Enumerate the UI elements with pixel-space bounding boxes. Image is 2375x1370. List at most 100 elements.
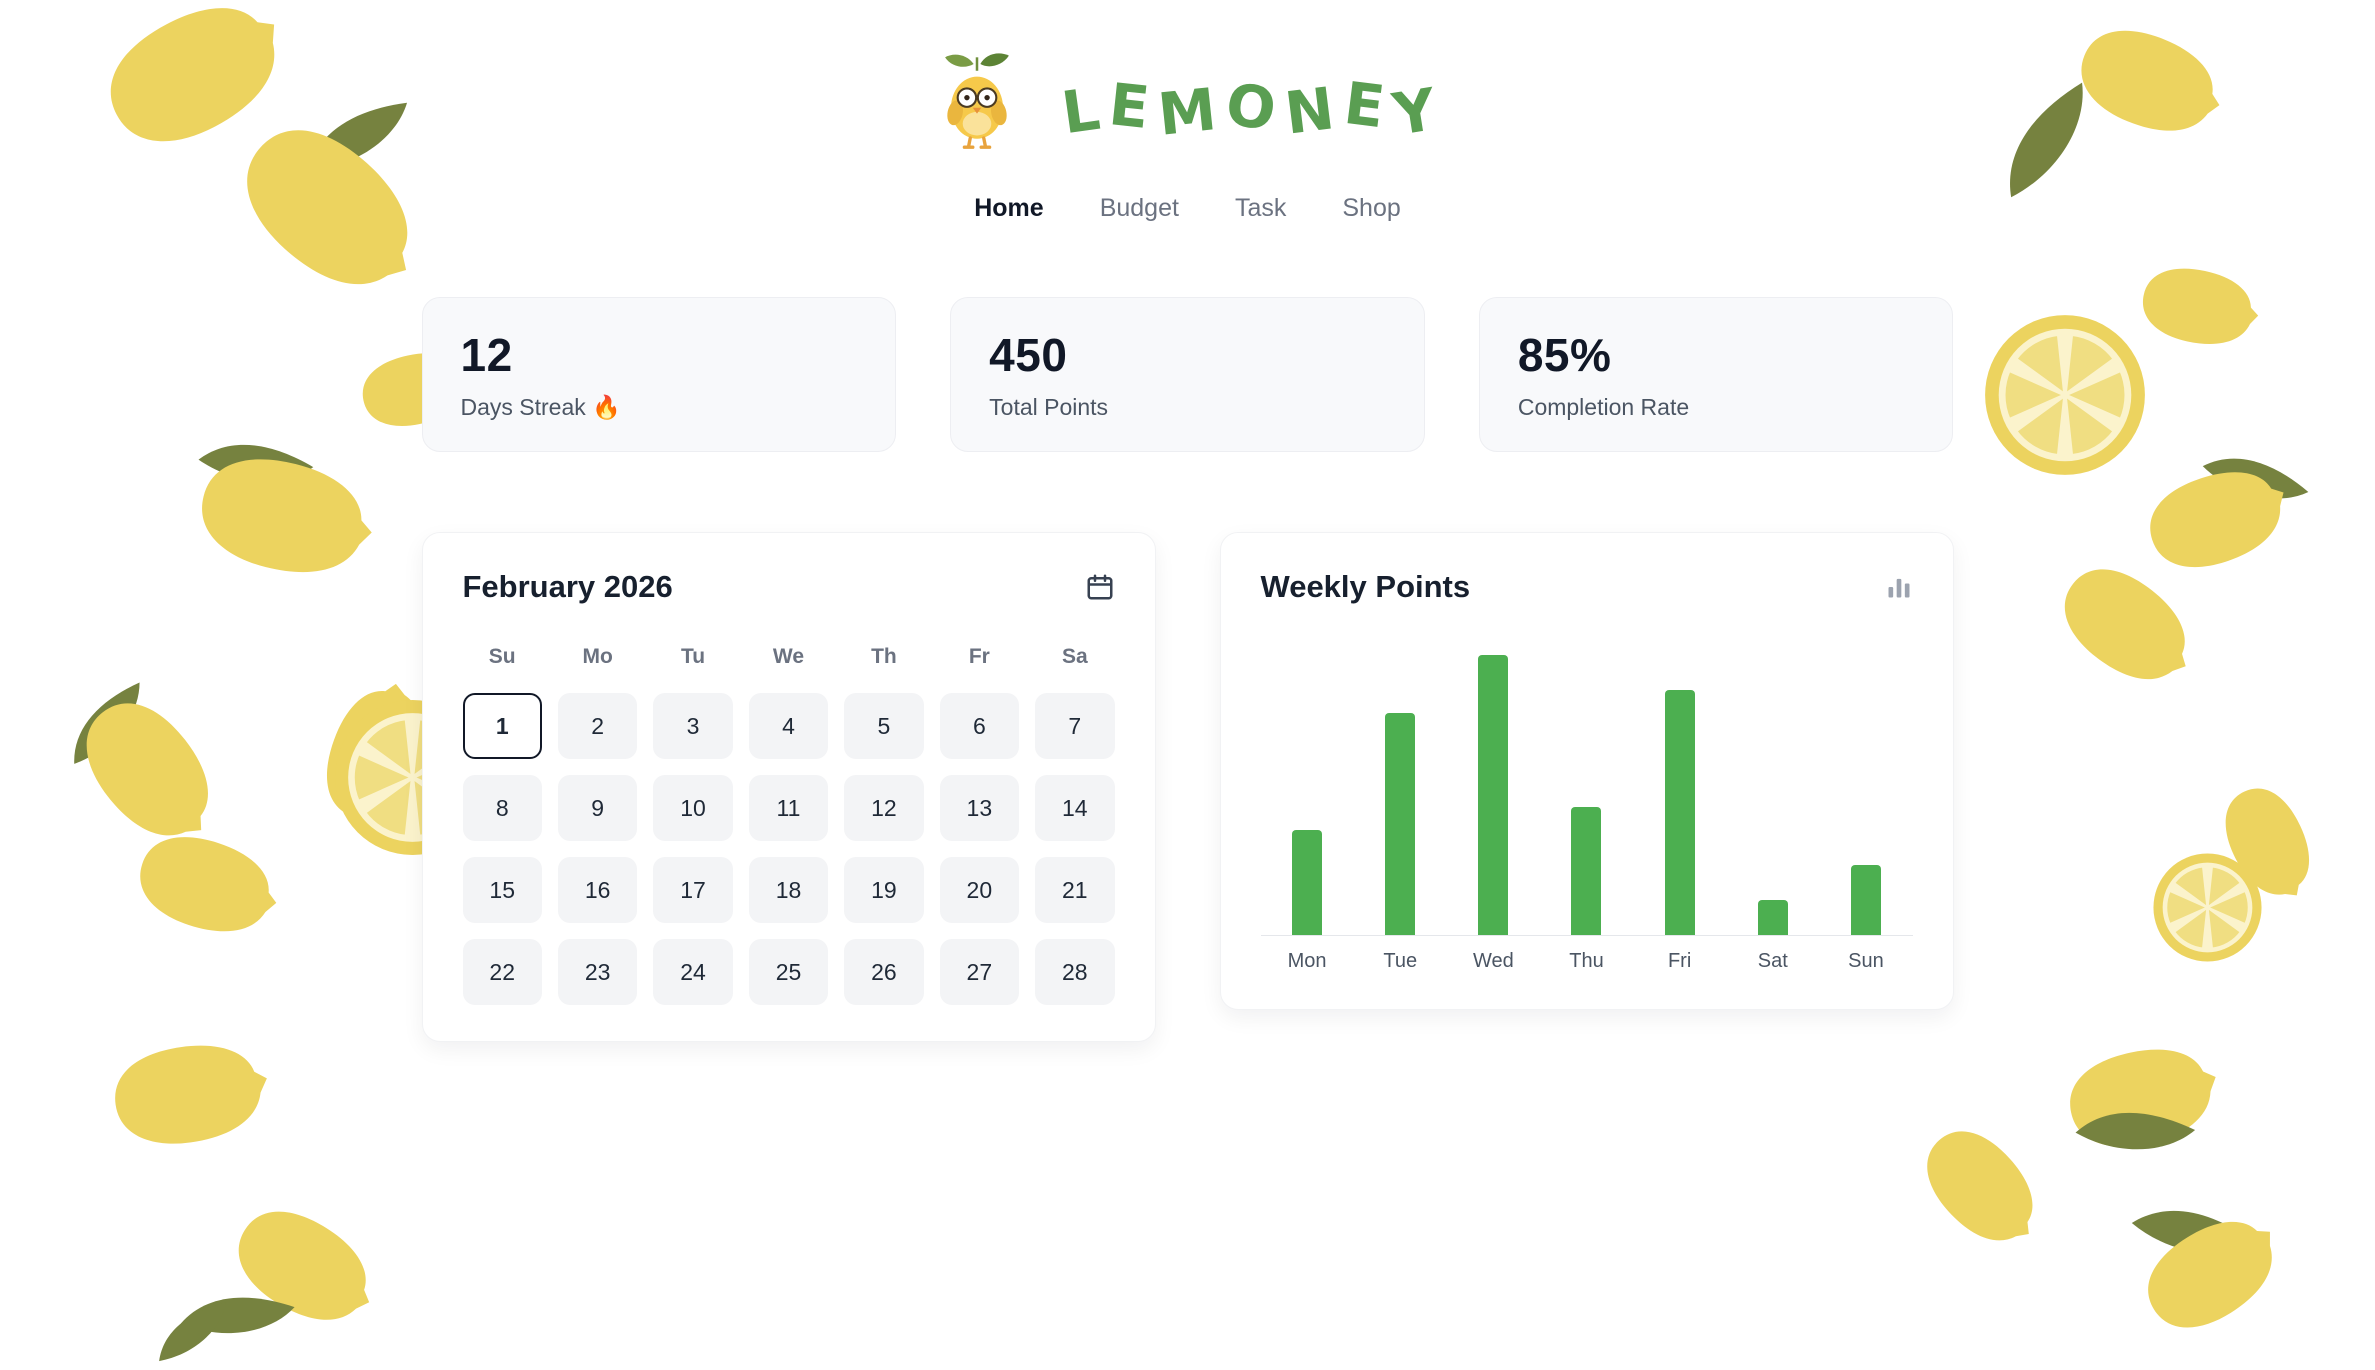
bar-thu bbox=[1571, 807, 1602, 935]
calendar-day-16[interactable]: 16 bbox=[557, 857, 638, 923]
weekday-header: Mo bbox=[582, 645, 613, 668]
calendar-card-header: February 2026 bbox=[463, 569, 1115, 605]
calendar-day-13[interactable]: 13 bbox=[939, 775, 1020, 841]
chart-card-header: Weekly Points bbox=[1261, 569, 1913, 605]
calendar-day-12[interactable]: 12 bbox=[844, 775, 924, 841]
calendar-day-25[interactable]: 25 bbox=[748, 939, 829, 1005]
calendar-day-1[interactable]: 1 bbox=[462, 693, 542, 759]
calendar-day-11[interactable]: 11 bbox=[748, 775, 829, 841]
bar-chart-icon bbox=[1885, 573, 1913, 601]
bar-label: Sat bbox=[1757, 950, 1788, 972]
brand-letter: O bbox=[1221, 69, 1280, 145]
bar-column bbox=[1261, 830, 1354, 935]
nav-item-shop[interactable]: Shop bbox=[1342, 194, 1401, 222]
calendar-card: February 2026 Su Mo Tu We Th Fr Sa 1 2 3 4 5 6 7 8 9 10… bbox=[421, 532, 1156, 1042]
calendar-day-9[interactable]: 9 bbox=[557, 775, 638, 841]
bar-column bbox=[1726, 900, 1819, 935]
stat-value: 85% bbox=[1517, 329, 1612, 381]
calendar-day-3[interactable]: 3 bbox=[653, 693, 733, 759]
bar-label: Fri bbox=[1667, 950, 1692, 972]
nav-item-budget[interactable]: Budget bbox=[1099, 194, 1179, 222]
bar-sun bbox=[1850, 865, 1881, 935]
leaf-illustration bbox=[51, 674, 165, 774]
calendar-icon bbox=[1085, 572, 1115, 602]
lemon-illustration bbox=[206, 89, 449, 326]
calendar-day-19[interactable]: 19 bbox=[844, 857, 924, 923]
calendar-day-24[interactable]: 24 bbox=[653, 939, 733, 1005]
leaf-illustration bbox=[2195, 431, 2315, 529]
lemon-illustration bbox=[2203, 767, 2331, 915]
bar-column bbox=[1819, 865, 1912, 935]
bar-fri bbox=[1664, 690, 1695, 935]
calendar-day-21[interactable]: 21 bbox=[1035, 857, 1115, 923]
leaf-illustration bbox=[177, 1282, 298, 1350]
lemon-slice-illustration bbox=[2150, 850, 2265, 965]
calendar-day-22[interactable]: 22 bbox=[462, 939, 542, 1005]
lemon-illustration bbox=[2035, 539, 2214, 709]
lemon-illustration bbox=[118, 814, 291, 955]
leaf-illustration bbox=[144, 1295, 243, 1370]
weekday-header: Sa bbox=[1061, 645, 1088, 668]
main-panels: February 2026 Su Mo Tu We Th Fr Sa 1 2 3 4 5 6 7 8 9 10… bbox=[421, 532, 1954, 1042]
calendar-day-17[interactable]: 17 bbox=[653, 857, 733, 923]
weekly-points-chart bbox=[1260, 643, 1913, 936]
calendar-day-28[interactable]: 28 bbox=[1035, 939, 1115, 1005]
lemon-slice-illustration bbox=[1980, 310, 2150, 480]
leaf-illustration bbox=[292, 93, 423, 182]
calendar-day-4[interactable]: 4 bbox=[748, 693, 829, 759]
lemon-illustration bbox=[178, 434, 387, 597]
stat-card: 12 Days Streak 🔥 bbox=[421, 297, 897, 452]
calendar-day-6[interactable]: 6 bbox=[939, 693, 1020, 759]
bar-label: Mon bbox=[1287, 950, 1327, 972]
weekday-header: We bbox=[772, 645, 805, 668]
calendar-day-27[interactable]: 27 bbox=[939, 939, 1020, 1005]
brand-letter: Y bbox=[1388, 75, 1441, 149]
stat-value: 450 bbox=[989, 329, 1068, 381]
calendar-day-5[interactable]: 5 bbox=[844, 693, 924, 759]
bar-label: Tue bbox=[1383, 950, 1418, 972]
brand-letter: L bbox=[1057, 74, 1104, 148]
weekday-header: Tu bbox=[681, 645, 706, 668]
bar-sat bbox=[1757, 900, 1788, 935]
brand-letter: E bbox=[1340, 68, 1388, 142]
stat-label: Total Points bbox=[989, 394, 1109, 420]
calendar-day-14[interactable]: 14 bbox=[1035, 775, 1115, 841]
brand-letter: M bbox=[1155, 75, 1220, 149]
weekday-header: Su bbox=[488, 645, 516, 668]
calendar-day-15[interactable]: 15 bbox=[462, 857, 542, 923]
stat-value: 12 bbox=[460, 329, 513, 381]
calendar-day-grid: 1 2 3 4 5 6 7 8 9 10 11 12 13 14 15 16 17 18 19 20 21 22 23 24 2… bbox=[462, 693, 1115, 1005]
lemon-illustration bbox=[2128, 449, 2301, 590]
lemon-illustration bbox=[210, 1182, 395, 1351]
calendar-day-20[interactable]: 20 bbox=[939, 857, 1020, 923]
lemon-illustration bbox=[54, 671, 241, 868]
calendar-day-2[interactable]: 2 bbox=[557, 693, 638, 759]
weekday-header: Th bbox=[871, 645, 897, 668]
lemoney-mascot-logo bbox=[935, 50, 1019, 152]
brand-letter: E bbox=[1105, 70, 1152, 142]
leaf-illustration bbox=[1977, 73, 2119, 209]
calendar-day-26[interactable]: 26 bbox=[844, 939, 924, 1005]
bar-label: Wed bbox=[1472, 950, 1514, 972]
calendar-day-23[interactable]: 23 bbox=[557, 939, 638, 1005]
nav-item-task[interactable]: Task bbox=[1234, 194, 1287, 222]
lemon-illustration bbox=[2120, 1193, 2300, 1356]
stat-label: Days Streak 🔥 bbox=[460, 394, 621, 420]
stat-card: 450 Total Points bbox=[950, 297, 1425, 452]
lemon-illustration bbox=[2057, 5, 2239, 158]
bar-label: Thu bbox=[1569, 950, 1604, 972]
lemon-illustration bbox=[76, 0, 309, 177]
bar-column bbox=[1447, 655, 1540, 935]
chart-title: Weekly Points bbox=[1260, 569, 1471, 604]
brand-letter: N bbox=[1281, 74, 1338, 148]
calendar-day-8[interactable]: 8 bbox=[462, 775, 542, 841]
calendar-day-18[interactable]: 18 bbox=[748, 857, 829, 923]
calendar-day-7[interactable]: 7 bbox=[1035, 693, 1115, 759]
leaf-illustration bbox=[2070, 1090, 2200, 1174]
lemon-illustration bbox=[1899, 1103, 2061, 1269]
bar-label: Sun bbox=[1848, 950, 1884, 972]
calendar-title: February 2026 bbox=[462, 569, 673, 604]
nav-item-home[interactable]: Home bbox=[974, 194, 1044, 222]
calendar-day-10[interactable]: 10 bbox=[653, 775, 733, 841]
